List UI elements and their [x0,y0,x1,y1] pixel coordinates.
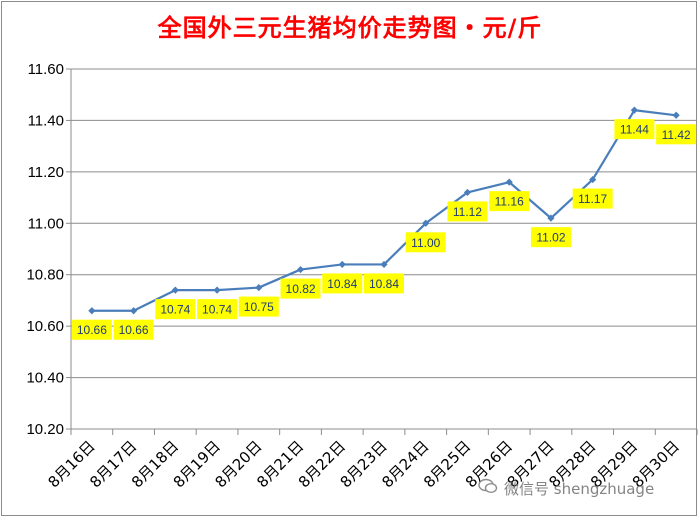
data-point [338,260,346,269]
watermark: 微信号 shengzhuage [478,478,654,499]
data-label: 11.44 [620,123,649,137]
chart-title: 全国外三元生猪均价走势图・元/斤 [157,14,543,42]
data-label-box [280,278,321,299]
y-tick-label: 10.60 [26,318,64,335]
data-label: 10.74 [160,303,190,317]
data-label: 10.66 [119,323,149,337]
data-label: 11.16 [495,195,524,209]
data-label: 10.84 [327,277,357,291]
y-tick-label: 11.20 [28,164,64,181]
data-label: 11.02 [536,231,565,245]
y-tick-label: 11.40 [28,112,64,129]
data-label-box [405,232,446,253]
data-point [422,219,430,227]
data-label-box [197,299,238,320]
wechat-icon [478,478,498,497]
data-point [88,307,96,315]
data-label: 10.66 [77,323,107,337]
data-point [171,286,179,294]
data-point [296,265,305,274]
data-label: 11.42 [662,128,691,142]
y-tick-label: 10.80 [26,267,64,284]
data-label-box [614,119,655,140]
data-label-box [71,319,112,340]
data-label-box [322,273,363,294]
data-label: 10.84 [369,277,399,291]
data-point [463,188,472,197]
data-label: 11.12 [453,205,482,219]
data-point [547,214,555,222]
data-label-box [489,191,530,212]
data-label-box [238,296,279,317]
data-label-box [364,273,404,294]
y-tick-label: 10.40 [26,370,64,387]
data-label-box [113,319,154,340]
data-label-box [530,227,571,248]
y-tick-label: 11.00 [28,215,64,232]
data-point [505,178,513,186]
data-label: 10.74 [202,303,232,317]
data-point [255,283,263,292]
data-label-box [656,124,697,145]
y-tick-label: 11.60 [28,61,64,78]
data-label: 10.82 [286,282,316,296]
data-point [630,106,638,114]
watermark-text: 微信号 shengzhuage [504,480,655,498]
data-point [672,111,680,119]
data-label-box [447,201,488,222]
data-point [213,286,221,294]
data-label-box [572,188,613,209]
data-point [589,175,597,184]
data-label: 11.00 [411,236,440,250]
data-label: 11.17 [578,192,607,206]
data-point [380,260,388,269]
y-tick-label: 10.20 [26,421,64,438]
data-point [130,307,138,315]
data-label-box [155,299,196,320]
data-label: 10.75 [244,300,274,314]
